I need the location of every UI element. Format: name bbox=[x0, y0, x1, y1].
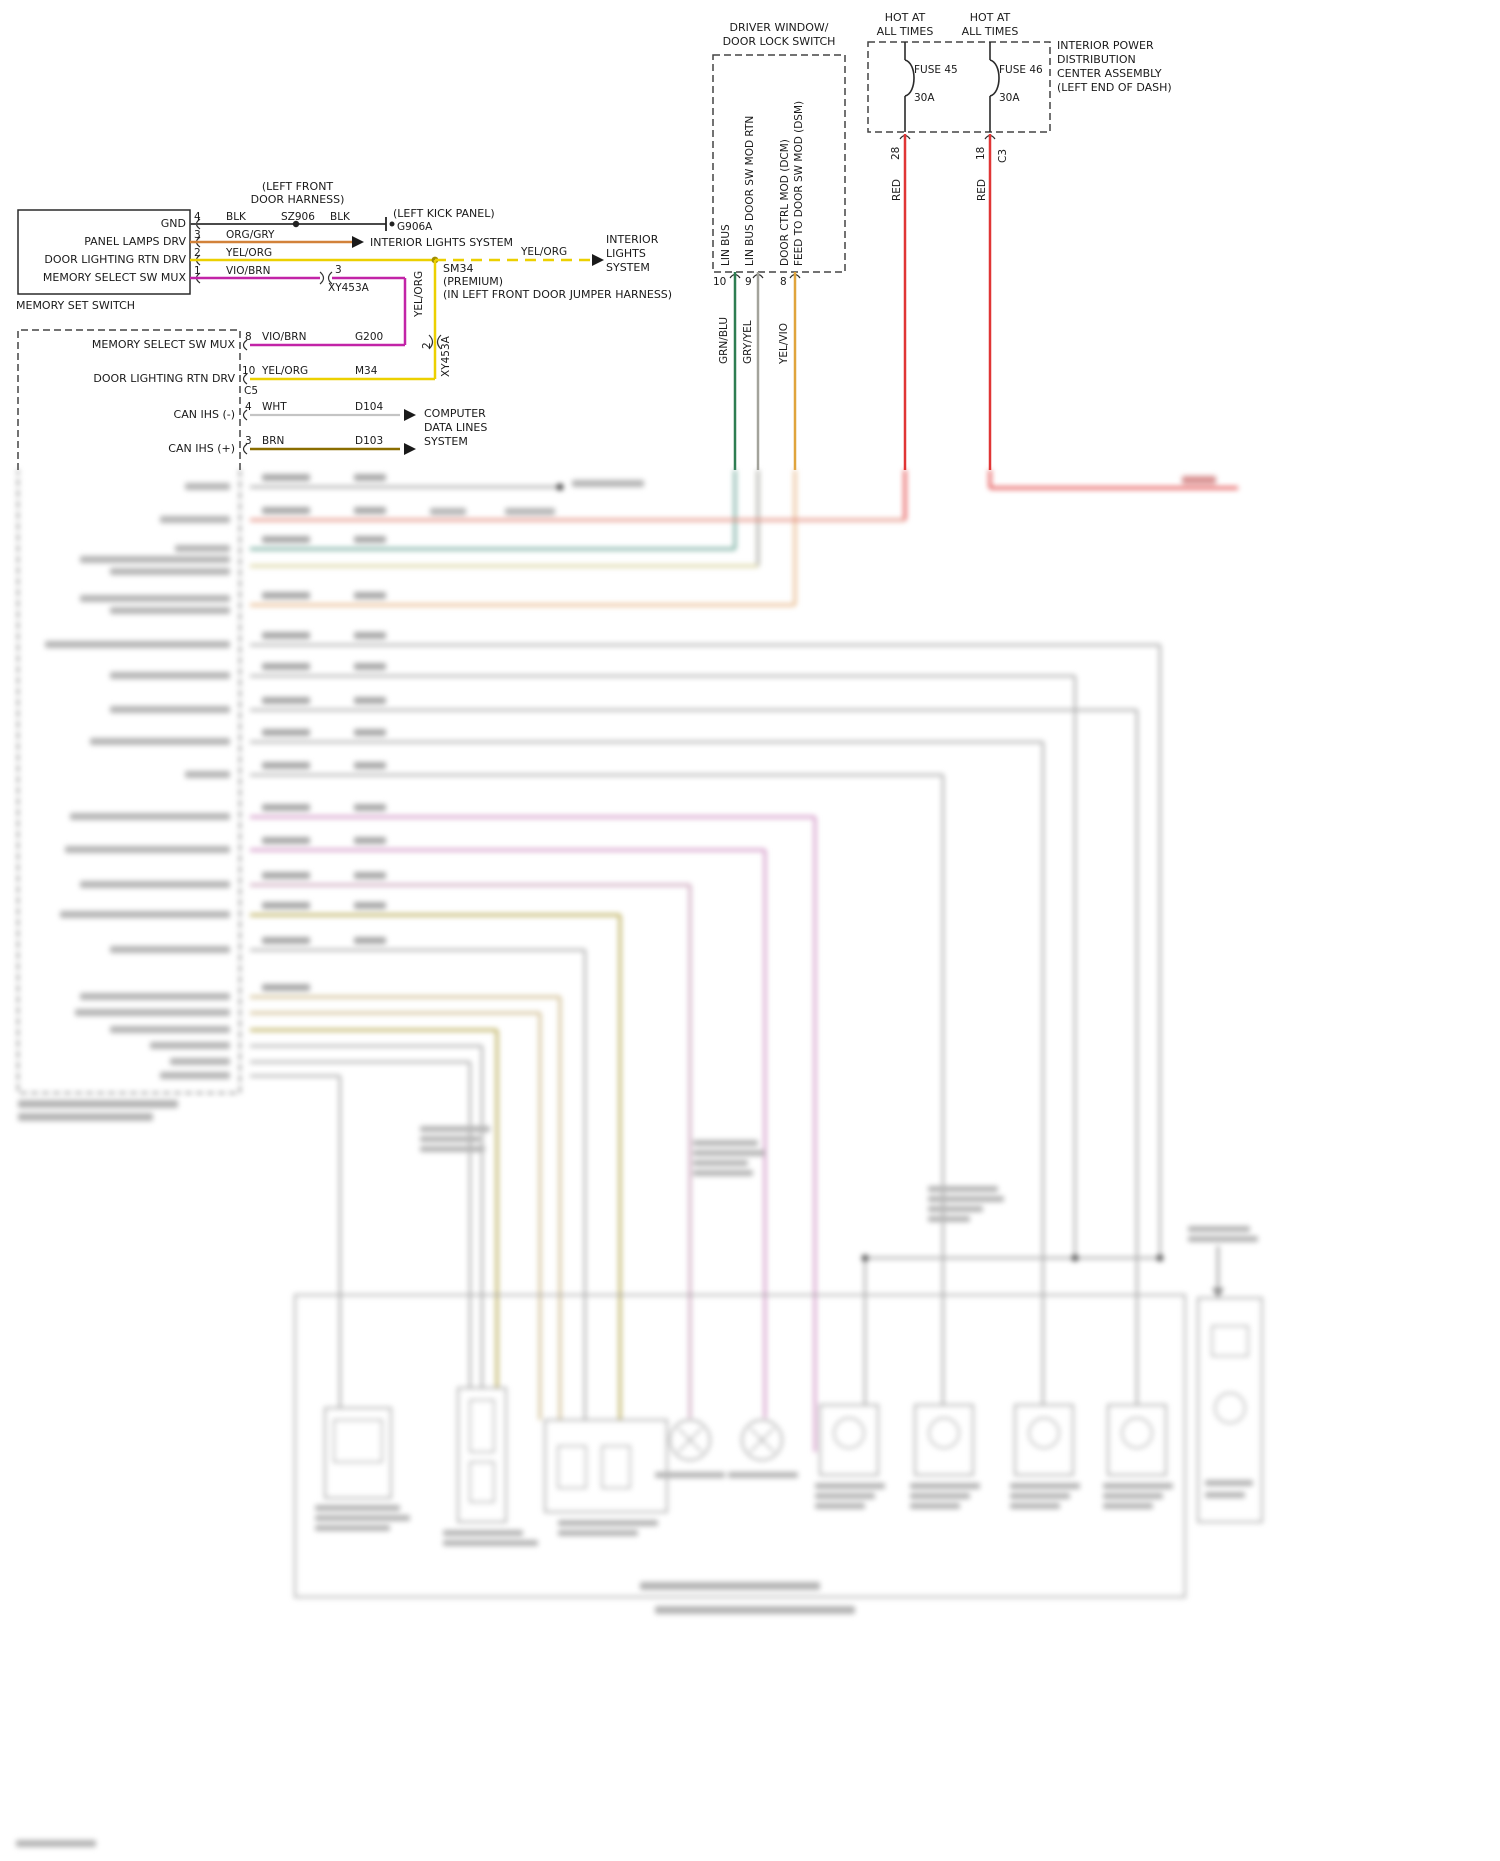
module-pin-label: CAN IHS (+) bbox=[168, 442, 235, 455]
window-switch-title-2: DOOR LOCK SWITCH bbox=[722, 35, 836, 48]
connector-pin-2: 2 bbox=[421, 342, 433, 349]
wire-color-blk: BLK bbox=[330, 211, 350, 223]
harness-note-line1: (LEFT FRONT bbox=[261, 180, 334, 193]
splice-sz906: SZ906 bbox=[281, 211, 315, 223]
module-pin-number: 4 bbox=[245, 401, 252, 413]
module-wire-code: D104 bbox=[355, 401, 384, 413]
signal-dcm-feed-1: DOOR CTRL MOD (DCM) bbox=[779, 139, 791, 266]
module-wire-color: YEL/ORG bbox=[262, 365, 309, 377]
pin-number: 3 bbox=[194, 229, 201, 241]
pdc-pin-18: 18 bbox=[975, 146, 987, 160]
interior-lights-line1: INTERIOR bbox=[606, 233, 659, 246]
module-pin-number: 10 bbox=[242, 365, 256, 377]
wire-color-yel-org: YEL/ORG bbox=[226, 247, 273, 259]
pdc-desc-4: (LEFT END OF DASH) bbox=[1057, 81, 1172, 94]
computer-data-lines-3: SYSTEM bbox=[424, 435, 468, 448]
computer-data-lines-1: COMPUTER bbox=[424, 407, 486, 420]
module-pin-number: 8 bbox=[245, 331, 252, 343]
computer-data-lines-2: DATA LINES bbox=[424, 421, 488, 434]
connector-pin-3: 3 bbox=[335, 264, 342, 276]
hot-at-label: HOT AT bbox=[969, 11, 1011, 24]
pin-number: 2 bbox=[194, 247, 201, 259]
module-wire-color: WHT bbox=[262, 401, 287, 413]
pdc-desc-1: INTERIOR POWER bbox=[1057, 39, 1154, 52]
wire-color-blk: BLK bbox=[226, 211, 246, 223]
module-wire-code: M34 bbox=[355, 365, 378, 377]
wire-color-yel-org-vertical: YEL/ORG bbox=[413, 270, 425, 317]
pin-label-memory-select: MEMORY SELECT SW MUX bbox=[42, 271, 186, 284]
pdc-desc-3: CENTER ASSEMBLY bbox=[1057, 67, 1162, 80]
all-times-label: ALL TIMES bbox=[961, 25, 1019, 38]
splice-sm34: SM34 bbox=[443, 262, 474, 275]
wire-color-org-gry: ORG/GRY bbox=[226, 229, 275, 241]
module-pin-label: DOOR LIGHTING RTN DRV bbox=[93, 372, 235, 385]
module-pin-label: MEMORY SELECT SW MUX bbox=[91, 338, 235, 351]
pin-label-gnd: GND bbox=[160, 217, 186, 230]
blurred-lower-schematic bbox=[16, 470, 1263, 1847]
fuse-45-amp: 30A bbox=[914, 92, 935, 104]
connector-c3: C3 bbox=[997, 148, 1009, 163]
wire-color-red: RED bbox=[976, 178, 988, 201]
module-wire-color: VIO/BRN bbox=[262, 331, 307, 343]
pdc-pin-28: 28 bbox=[890, 146, 902, 160]
left-kick-panel-note: (LEFT KICK PANEL) bbox=[393, 207, 495, 220]
splice-sm34-note2: (IN LEFT FRONT DOOR JUMPER HARNESS) bbox=[443, 288, 673, 301]
memory-switch-wiring bbox=[17, 209, 604, 379]
signal-lin-bus-rtn: LIN BUS DOOR SW MOD RTN bbox=[744, 115, 756, 266]
window-switch-title-1: DRIVER WINDOW/ bbox=[729, 21, 829, 34]
memory-set-switch-title: MEMORY SET SWITCH bbox=[16, 299, 136, 312]
ground-g906a: G906A bbox=[397, 221, 433, 233]
interior-lights-system-inline: INTERIOR LIGHTS SYSTEM bbox=[370, 236, 514, 249]
driver-window-door-lock-switch bbox=[712, 54, 846, 470]
switch-pin-10: 10 bbox=[713, 276, 727, 288]
wire-color-yel-vio: YEL/VIO bbox=[778, 323, 790, 364]
wire-color-red: RED bbox=[891, 178, 903, 201]
pin-number: 4 bbox=[194, 211, 201, 223]
wire-color-grn-blu: GRN/BLU bbox=[718, 316, 730, 364]
pin-number: 1 bbox=[194, 265, 201, 277]
wire-color-vio-brn: VIO/BRN bbox=[226, 265, 271, 277]
interior-lights-line3: SYSTEM bbox=[606, 261, 650, 274]
switch-pin-9: 9 bbox=[745, 276, 752, 288]
driver-door-module bbox=[17, 329, 435, 470]
pdc-desc-2: DISTRIBUTION bbox=[1057, 53, 1136, 66]
interior-lights-line2: LIGHTS bbox=[606, 247, 646, 260]
module-pin-label: CAN IHS (-) bbox=[173, 408, 235, 421]
connector-c5: C5 bbox=[244, 385, 259, 397]
hot-at-label: HOT AT bbox=[884, 11, 926, 24]
module-pin-number: 3 bbox=[245, 435, 252, 447]
module-wire-color: BRN bbox=[262, 435, 285, 447]
fuse-46-label: FUSE 46 bbox=[999, 64, 1043, 76]
fuse-46-amp: 30A bbox=[999, 92, 1020, 104]
signal-dcm-feed-2: FEED TO DOOR SW MOD (DSM) bbox=[793, 100, 805, 266]
power-distribution-center bbox=[867, 41, 1051, 470]
module-wire-code: G200 bbox=[355, 331, 384, 343]
all-times-label: ALL TIMES bbox=[876, 25, 934, 38]
wire-color-gry-yel: GRY/YEL bbox=[742, 320, 754, 364]
splice-sm34-note1: (PREMIUM) bbox=[443, 275, 504, 288]
connector-xy453a: XY453A bbox=[328, 282, 369, 294]
switch-pin-8: 8 bbox=[780, 276, 787, 288]
pin-label-door-lighting: DOOR LIGHTING RTN DRV bbox=[44, 253, 186, 266]
connector-xy453a: XY453A bbox=[440, 336, 452, 377]
signal-lin-bus: LIN BUS bbox=[720, 224, 732, 266]
fuse-45-label: FUSE 45 bbox=[914, 64, 958, 76]
harness-note-line2: DOOR HARNESS) bbox=[250, 193, 345, 206]
module-wire-code: D103 bbox=[355, 435, 384, 447]
wire-color-yel-org: YEL/ORG bbox=[521, 246, 568, 258]
pin-label-panel-lamps: PANEL LAMPS DRV bbox=[84, 235, 186, 248]
